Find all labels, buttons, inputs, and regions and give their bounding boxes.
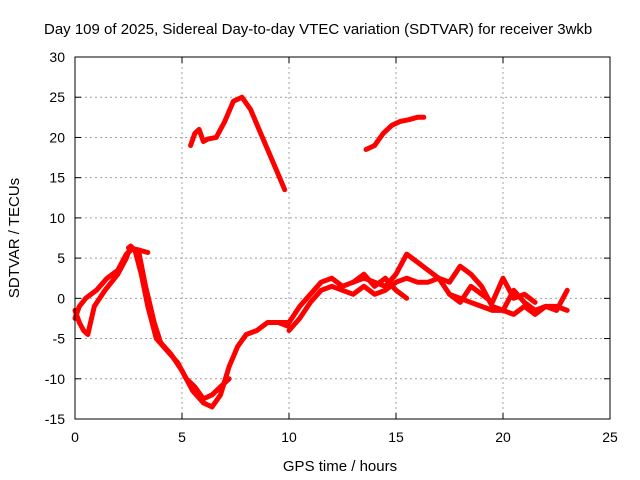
x-tick-label: 10 xyxy=(281,429,297,445)
y-tick-label: -15 xyxy=(45,411,65,427)
y-tick-label: 5 xyxy=(57,250,65,266)
y-axis-label: SDTVAR / TECUs xyxy=(6,178,23,298)
y-tick-label: 10 xyxy=(49,210,65,226)
x-tick-label: 0 xyxy=(71,429,79,445)
series-line-trace-c xyxy=(126,245,151,255)
x-axis-label: GPS time / hours xyxy=(283,458,397,475)
series-line-trace-b xyxy=(72,243,232,402)
y-tick-label: 0 xyxy=(57,290,65,306)
series-line-trace-f xyxy=(350,271,410,301)
x-tick-labels: 0 5 10 15 20 25 xyxy=(71,429,618,445)
axis-ticks xyxy=(74,56,611,420)
y-tick-label: 25 xyxy=(49,89,65,105)
y-tick-label: 20 xyxy=(49,129,65,145)
series-line-trace-h xyxy=(188,94,288,193)
series-line-trace-i xyxy=(363,114,427,152)
grid-lines xyxy=(75,57,610,419)
y-tick-label: -5 xyxy=(53,331,66,347)
chart-title: Day 109 of 2025, Sidereal Day-to-day VTE… xyxy=(44,21,592,38)
x-tick-label: 15 xyxy=(388,429,404,445)
x-tick-label: 5 xyxy=(178,429,186,445)
x-tick-label: 25 xyxy=(602,429,618,445)
data-series xyxy=(72,94,570,410)
x-tick-label: 20 xyxy=(495,429,511,445)
y-tick-label: -10 xyxy=(45,371,65,387)
series-line-trace-g xyxy=(447,275,538,305)
plot-frame xyxy=(74,56,611,420)
y-tick-label: 30 xyxy=(49,49,65,65)
y-tick-label: 15 xyxy=(49,170,65,186)
y-tick-labels: -15 -10 -5 0 5 10 15 20 25 30 xyxy=(45,49,65,427)
series-line-trace-e xyxy=(286,275,570,333)
